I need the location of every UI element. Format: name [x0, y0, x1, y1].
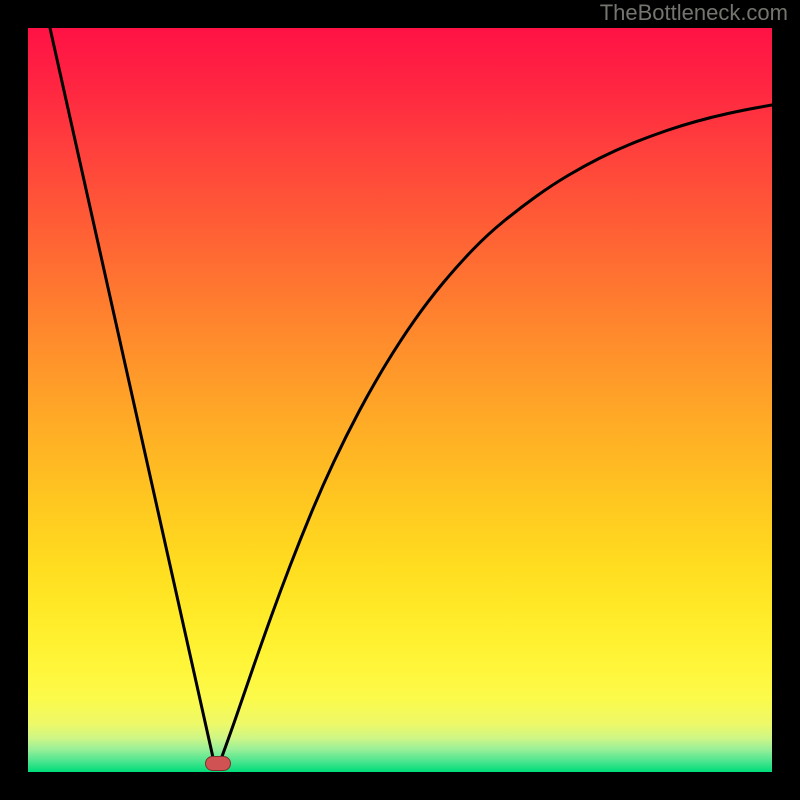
curve-left-branch — [50, 28, 214, 762]
optimal-point-marker — [205, 756, 231, 771]
bottleneck-curve — [28, 28, 772, 772]
bottleneck-chart — [28, 28, 772, 772]
watermark-label: TheBottleneck.com — [600, 0, 788, 26]
curve-right-branch — [220, 105, 772, 762]
chart-frame: TheBottleneck.com — [0, 0, 800, 800]
